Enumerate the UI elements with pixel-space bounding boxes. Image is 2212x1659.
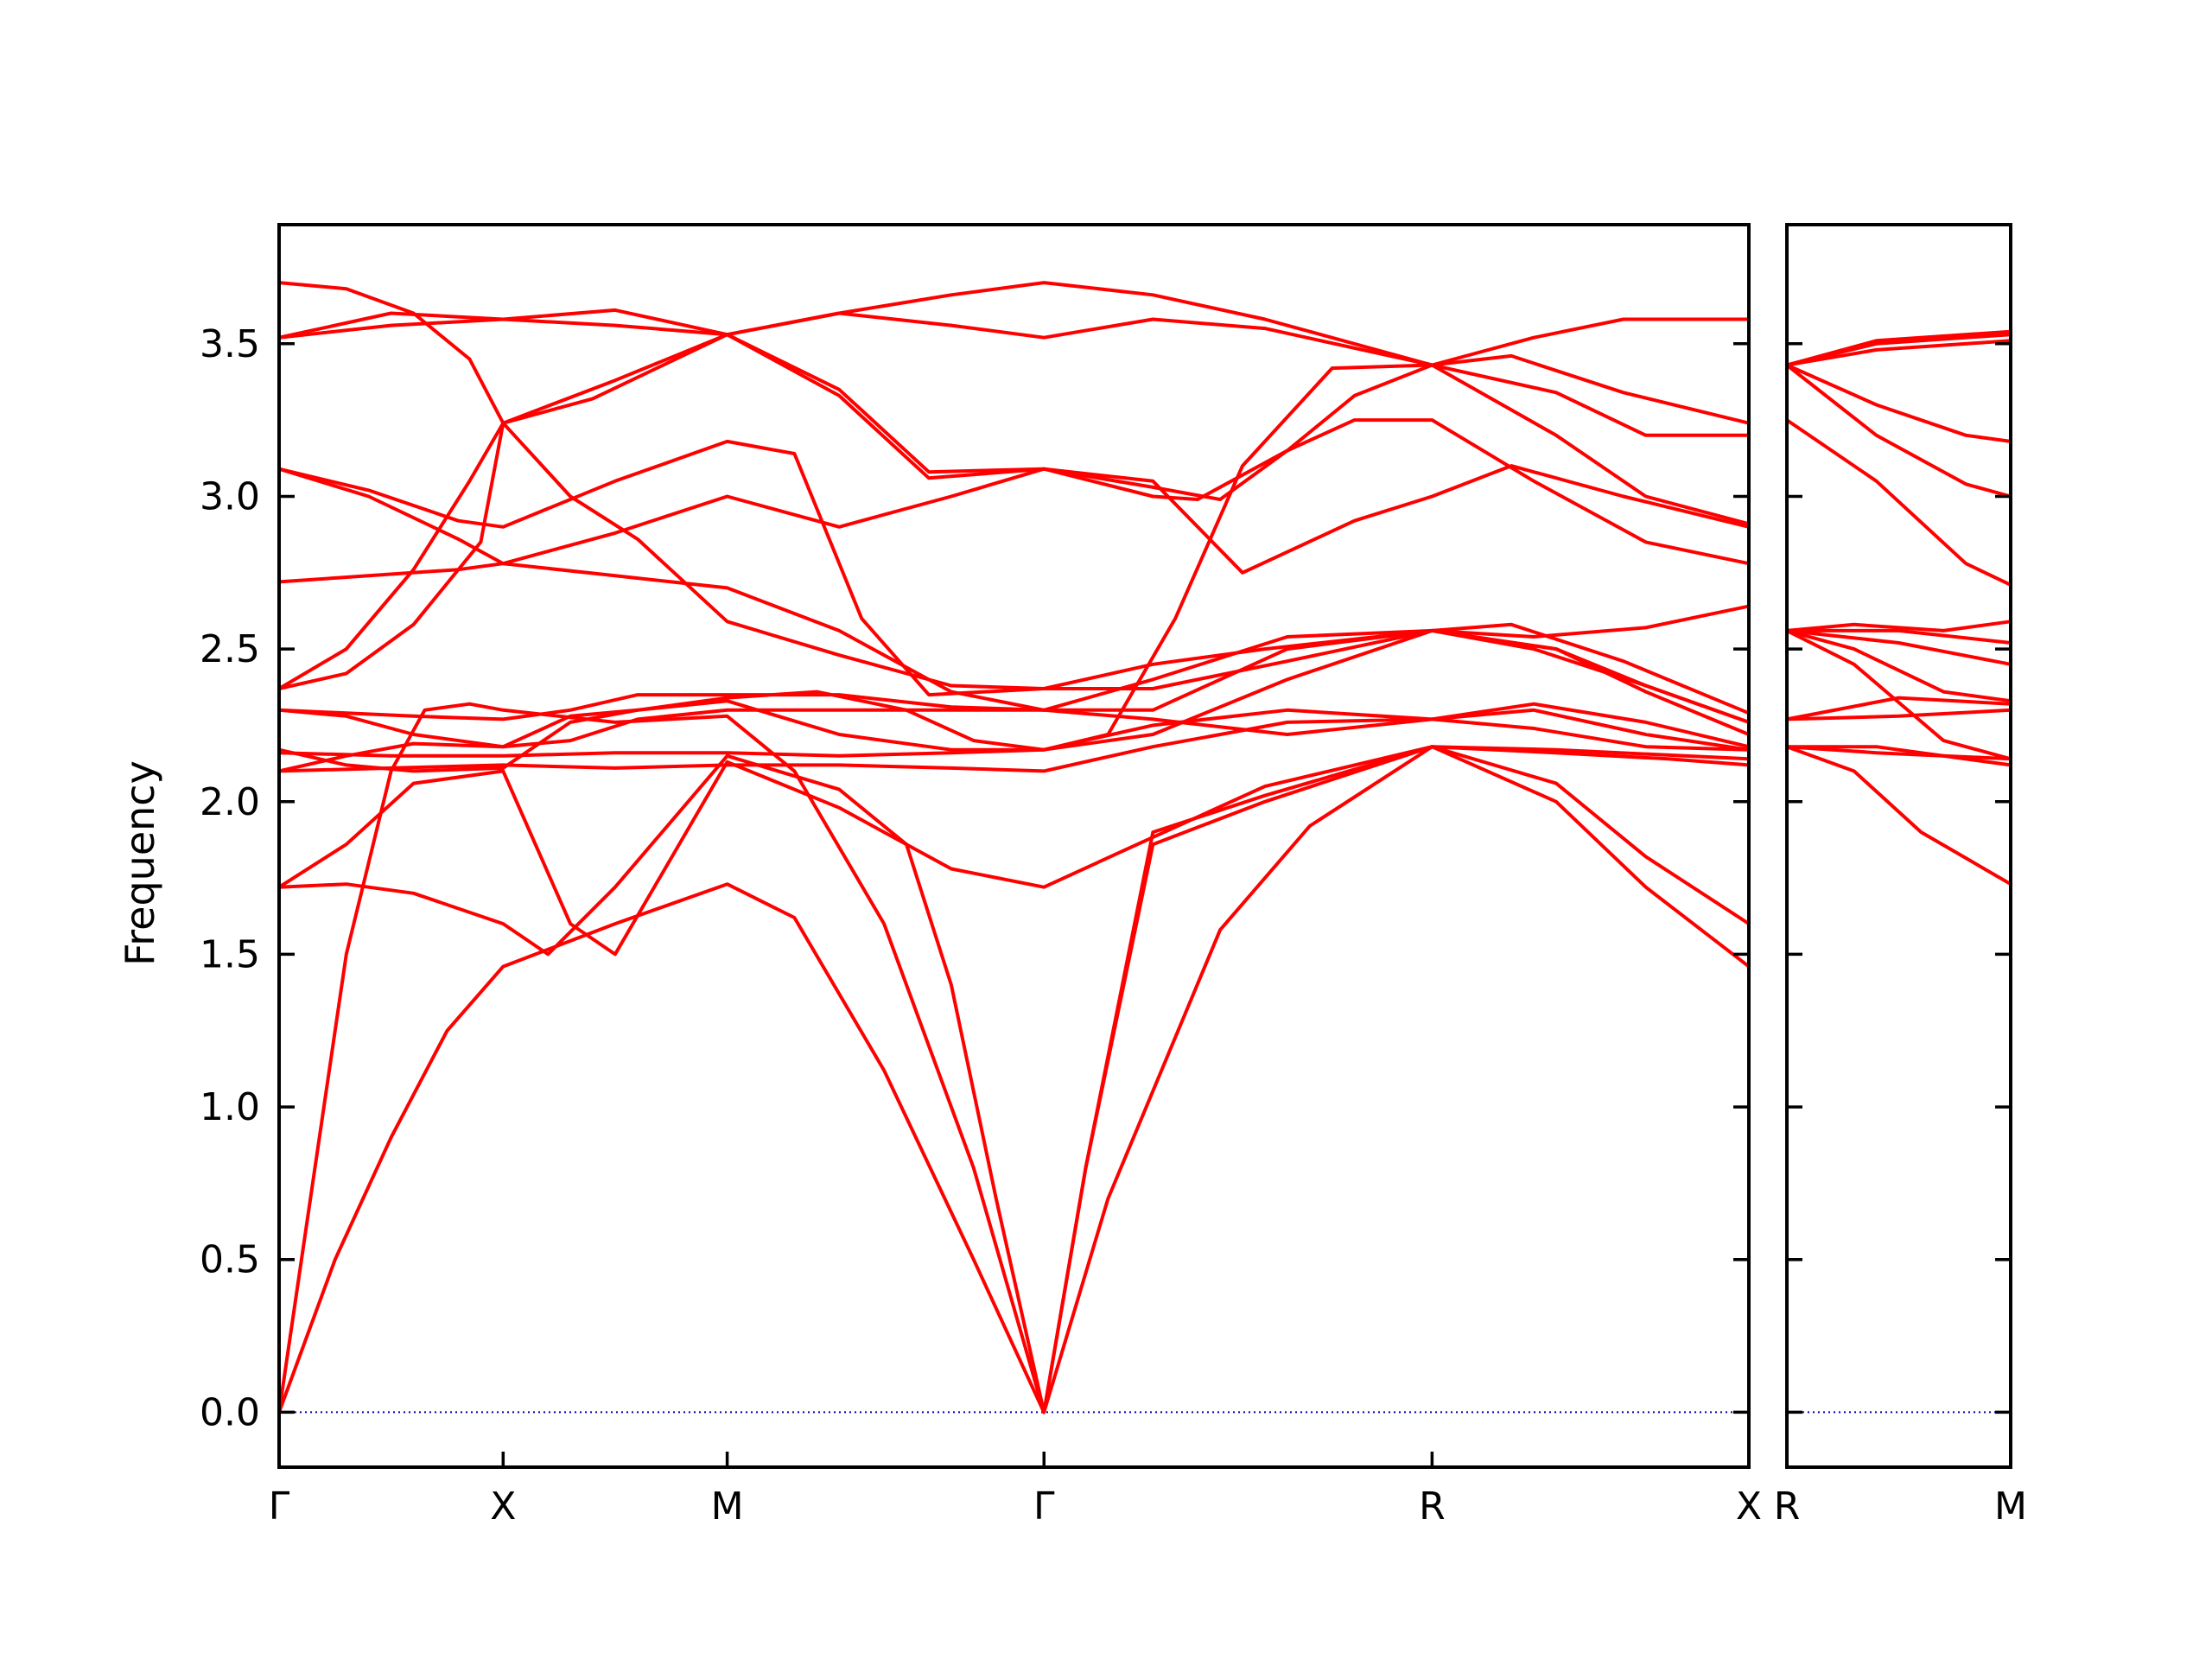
y-tick-label-8: 3.5 [200,322,260,366]
side-band-2 [1785,745,2012,767]
side-band-11 [1785,418,2012,587]
main-band-16 [277,308,1751,437]
main-panel-frame [277,223,1751,1469]
side-band-13 [1785,363,2012,443]
side-band-6 [1785,628,2012,761]
main-band-9 [277,604,1751,721]
side-band-5 [1785,696,2012,721]
main-panel-bands [277,281,1751,1414]
main-band-5 [277,708,1751,773]
side-band-10 [1785,620,2012,632]
main-x-tick-label-5: R [1419,1484,1446,1529]
y-tick-label-1: 0.0 [200,1390,260,1434]
main-x-tick-label-4: Γ [1033,1484,1055,1529]
y-tick-label-2: 0.5 [200,1238,260,1282]
side-band-7 [1785,628,2012,703]
main-band-15 [277,281,1751,724]
main-band-14 [277,439,1751,736]
side-band-4 [1785,708,2012,721]
main-band-4 [277,745,1751,957]
main-x-tick-label-3: M [711,1484,744,1529]
main-band-8 [277,622,1751,773]
y-tick-label-7: 3.0 [200,474,260,518]
main-band-18 [277,562,1751,752]
side-band-1 [1785,745,2012,887]
side-band-14 [1785,339,2012,367]
y-axis-label: Frequency [117,760,163,966]
main-band-11 [277,317,1751,690]
side-panel-frame [1785,223,2012,1469]
main-band-13 [277,464,1751,575]
y-tick-label-4: 1.5 [200,932,260,976]
main-band-2 [277,702,1751,1414]
y-tick-label-6: 2.5 [200,627,260,671]
side-band-12 [1785,363,2012,499]
y-tick-labels: 0.0 0.5 1.0 1.5 2.0 2.5 3.0 3.5 [200,322,260,1435]
side-band-16 [1785,329,2012,367]
main-x-tick-label-6: X [1736,1484,1762,1529]
side-x-tick-label-2: M [1994,1484,2027,1529]
side-band-9 [1785,628,2012,645]
y-tick-label-3: 1.0 [200,1085,260,1129]
y-tick-label-5: 2.0 [200,780,260,824]
main-band-1 [277,745,1751,1414]
main-band-12 [277,333,1751,690]
main-band-17 [277,281,1751,526]
main-x-tick-label-2: X [490,1484,516,1529]
side-band-3 [1785,745,2012,761]
side-panel-bands [1785,329,2012,1414]
main-x-tick-label-1: Γ [269,1484,290,1529]
side-band-8 [1785,628,2012,666]
side-x-tick-label-1: R [1774,1484,1801,1529]
